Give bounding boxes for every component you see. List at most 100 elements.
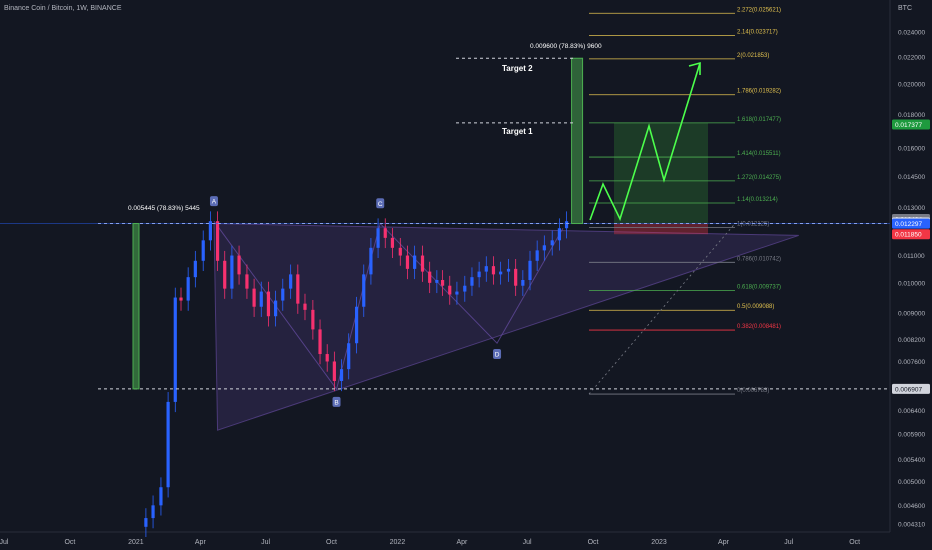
- measure-left-label: 0.005445 (78.83%) 5445: [128, 205, 200, 212]
- pattern-point-badge: [493, 349, 502, 360]
- candle-body: [237, 255, 241, 275]
- projection-arrow-head: [688, 61, 701, 75]
- price-tick-label: 0.004310: [898, 522, 925, 529]
- candle-body: [514, 268, 518, 286]
- fib-level-label: 0.786(0.010742): [737, 256, 781, 262]
- candle-body: [173, 297, 177, 402]
- pattern-point-label: D: [495, 352, 500, 359]
- candle-body: [144, 518, 148, 527]
- target1-label: Target 1: [502, 127, 533, 136]
- candle-body: [289, 274, 293, 289]
- time-tick-label: Apr: [456, 539, 468, 546]
- price-tick-label: 0.014500: [898, 174, 925, 181]
- price-tick-label: 0.008200: [898, 337, 925, 344]
- candle-body: [274, 300, 278, 317]
- price-badge: [892, 383, 930, 394]
- price-tick-label: 0.007600: [898, 359, 925, 366]
- pattern-point-badge: [209, 196, 218, 207]
- fib-extension: 2.272(0.025621) 2.14(0.023717) 2(0.021853)…: [588, 7, 781, 395]
- candle-body: [245, 274, 249, 289]
- price-unit: BTC: [898, 5, 912, 12]
- fib-level-label: 1.786(0.019282): [737, 89, 781, 95]
- candle-body: [223, 260, 227, 289]
- candle-body: [296, 274, 300, 304]
- price-tick-label: 0.018000: [898, 112, 925, 119]
- time-tick-label: Jul: [784, 539, 793, 546]
- candle-body: [376, 228, 380, 248]
- time-tick-label: 2021: [128, 539, 144, 546]
- price-tick-label: 0.009000: [898, 311, 925, 318]
- candle-body: [542, 245, 546, 251]
- candle-body: [528, 260, 532, 280]
- pattern-point-badge: [376, 198, 385, 209]
- fib-level-label: 0.5(0.009088): [737, 304, 774, 310]
- price-tick-label: 0.024000: [898, 30, 925, 37]
- candle-body: [339, 369, 344, 381]
- candle-body: [455, 291, 459, 295]
- candle-body: [303, 303, 307, 310]
- time-tick-label: 2023: [651, 539, 667, 546]
- candle-body: [347, 343, 351, 370]
- price-tick-label: 0.005000: [898, 479, 925, 486]
- grid-layer: [0, 0, 891, 533]
- fib-level-label: 1.618(0.017477): [737, 117, 781, 123]
- projection-arrow: [589, 62, 701, 222]
- measure-bar-left: [132, 223, 140, 390]
- time-tick-label: Oct: [588, 539, 599, 546]
- chart-title: Binance Coin / Bitcoin, 1W, BINANCE: [4, 5, 122, 12]
- candle-body: [186, 277, 190, 301]
- candle-body: [506, 268, 511, 272]
- price-axis[interactable]: 0.024000 0.022000 0.020000 0.018000 0.016000…: [892, 30, 930, 529]
- fib-level-label: 1.14(0.013214): [737, 197, 778, 203]
- candle-body: [398, 247, 402, 256]
- candle-body: [491, 266, 496, 275]
- pattern-layer: [213, 220, 799, 431]
- time-axis[interactable]: Jul Oct 2021 Apr Jul Oct 2022 Apr Jul Oct 2023 Apr J…: [0, 539, 860, 546]
- price-tick-label: 0.013000: [898, 205, 925, 212]
- price-tick-label: 0.016000: [898, 146, 925, 153]
- fib-level-label: 1(0.012125): [737, 222, 769, 228]
- candle-body: [208, 221, 212, 241]
- measure-right-label: 0.009600 (78.83%) 9600: [530, 43, 602, 50]
- candle-body: [318, 329, 322, 355]
- time-tick-label: Jul: [0, 539, 9, 546]
- price-tick-label: 0.005400: [898, 457, 925, 464]
- candle-body: [499, 271, 503, 275]
- candle-body: [390, 237, 395, 248]
- price-badge-label: 0.006907: [895, 386, 922, 393]
- price-badge-label: 0.017377: [895, 122, 922, 129]
- pattern-point-label: C: [378, 201, 383, 208]
- time-tick-label: 2022: [390, 539, 406, 546]
- candles-layer: [144, 211, 569, 538]
- pattern-point-label: B: [334, 399, 338, 406]
- candle-body: [281, 288, 285, 301]
- price-badge: [892, 218, 930, 229]
- price-tick-label: 0.020000: [898, 82, 925, 89]
- candle-body: [215, 221, 220, 261]
- candle-body: [201, 240, 205, 261]
- candle-body: [159, 487, 163, 506]
- candle-body: [477, 271, 481, 278]
- price-tick-label: 0.011000: [898, 253, 925, 260]
- profit-zone: [614, 122, 708, 224]
- fib-level-label: 2.14(0.023717): [737, 29, 778, 35]
- fib-level-label: 1.272(0.014275): [737, 175, 781, 181]
- candle-body: [354, 306, 359, 344]
- candle-body: [252, 288, 256, 307]
- fib-level-label: 2.272(0.025621): [737, 7, 781, 13]
- pattern-point-badge: [332, 396, 341, 407]
- overlay-layer: 0.005445 (78.83%) 5445 0.009600 (78.83%) …: [0, 43, 890, 407]
- candle-body: [550, 240, 554, 246]
- fib-level-label: 1.414(0.015511): [737, 151, 781, 157]
- time-tick-label: Apr: [718, 539, 730, 546]
- candle-body: [521, 279, 525, 286]
- candle-body: [259, 291, 263, 307]
- candle-body: [151, 505, 155, 519]
- candle-body: [535, 250, 539, 261]
- price-badge-label: 0.011850: [895, 232, 922, 239]
- candle-body: [484, 266, 488, 272]
- price-badge: [892, 119, 930, 130]
- loss-zone: [614, 223, 708, 235]
- fib-level-label: 2(0.021853): [737, 53, 769, 59]
